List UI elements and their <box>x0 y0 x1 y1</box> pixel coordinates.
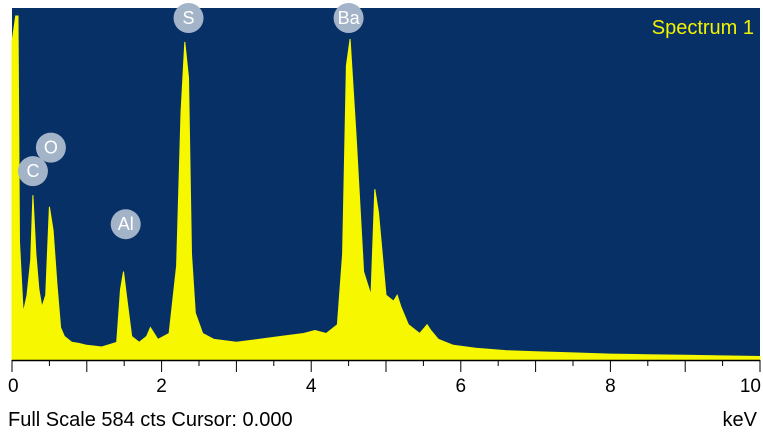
x-axis-unit: keV <box>722 409 757 431</box>
peak-label-bubble <box>35 132 66 163</box>
x-tick-label: 6 <box>456 376 467 397</box>
peak-label-o: O <box>35 132 66 163</box>
peak-label-bubble <box>17 156 48 187</box>
peak-label-text: Ba <box>338 8 361 28</box>
peak-label-text: Al <box>118 214 134 234</box>
status-readout: Full Scale 584 cts Cursor: 0.000 <box>8 409 293 431</box>
peak-label-bubble <box>173 3 204 34</box>
peak-label-bubble <box>110 209 141 240</box>
spectrum-series <box>11 15 761 361</box>
peak-label-text: S <box>183 8 195 28</box>
x-tick-label: 4 <box>306 376 317 397</box>
peak-label-s: S <box>173 3 204 34</box>
peak-label-text: C <box>26 161 39 181</box>
peak-label-bubble <box>333 3 364 34</box>
peak-label-ba: Ba <box>333 3 364 34</box>
spectrum-title: Spectrum 1 <box>652 17 754 39</box>
peak-label-c: C <box>17 156 48 187</box>
peak-label-text: O <box>44 138 58 158</box>
x-tick-label: 8 <box>605 376 616 397</box>
x-tick-label: 0 <box>8 376 19 397</box>
x-tick-label: 2 <box>156 376 167 397</box>
peak-label-al: Al <box>110 209 141 240</box>
x-tick-label: 10 <box>740 376 761 397</box>
